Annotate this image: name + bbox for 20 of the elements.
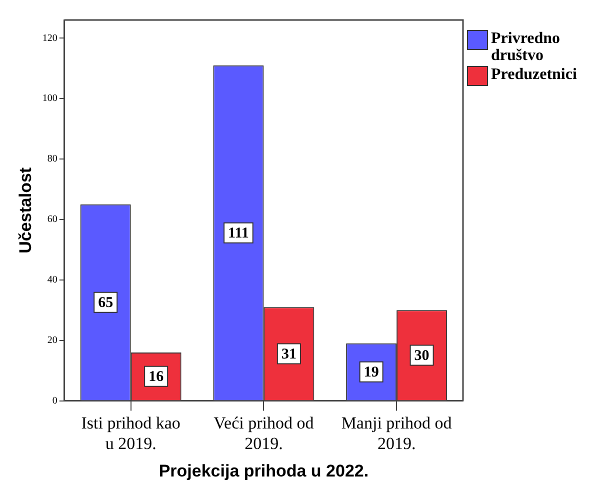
legend-label: Preduzetnici <box>491 66 577 83</box>
data-label: 16 <box>148 369 164 386</box>
legend-label: Privredno društvo <box>491 30 562 64</box>
data-label: 65 <box>98 295 114 312</box>
y-axis-title: Učestalost <box>16 167 35 254</box>
x-axis-title: Projekcija prihoda u 2022. <box>158 461 369 480</box>
y-tick-label: 100 <box>42 93 58 104</box>
y-tick-label: 40 <box>47 274 58 286</box>
data-label: 30 <box>414 348 430 364</box>
y-tick-label: 60 <box>47 214 58 226</box>
x-tick-label: Manji prihod od 2019. <box>341 413 452 453</box>
y-tick-label: 80 <box>47 154 58 165</box>
x-tick-label: Isti prihod kao u 2019. <box>81 413 180 453</box>
data-label: 19 <box>364 364 379 381</box>
data-label: 31 <box>281 346 296 363</box>
y-tick-label: 20 <box>47 334 58 346</box>
y-tick-label: 0 <box>52 395 58 406</box>
data-label: 111 <box>228 226 249 242</box>
y-tick-label: 120 <box>42 32 58 44</box>
x-tick-label: Veći prihod od 2019. <box>214 413 314 453</box>
